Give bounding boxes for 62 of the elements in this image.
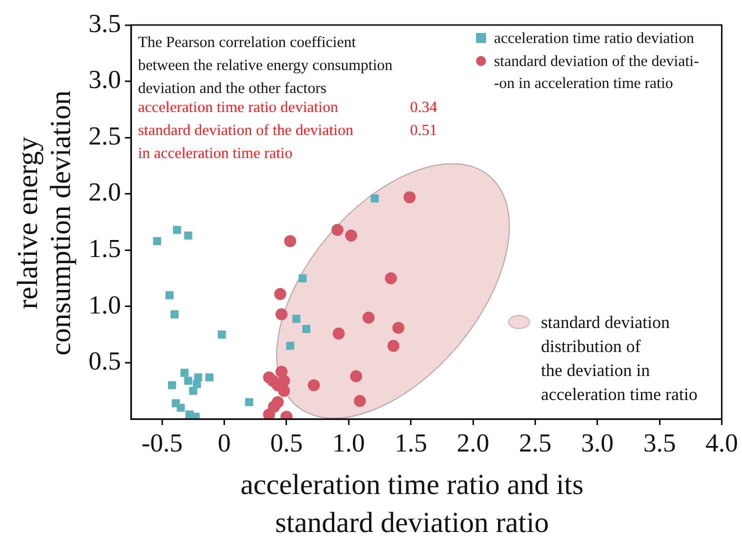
point [354,394,366,407]
y-tick-label: 1.5 [88,234,121,263]
y-tick-label: 0.5 [88,346,121,376]
point [370,194,379,202]
point [345,230,358,242]
point [205,373,214,382]
point [263,408,276,419]
annotation: The Pearson correlation coefficient between the relative energy consumption deviation and the other factors [138,33,393,99]
annotation: 0.34 [410,98,438,118]
annotation: 0.51 [410,121,438,141]
point [275,308,288,320]
x-tick-label: 0 [218,428,231,458]
y-tick-label: 3.0 [88,65,121,94]
point [278,384,290,397]
point [153,237,162,246]
x-tick-label: 3.5 [643,428,676,458]
point [274,288,286,300]
point [384,272,397,284]
point [332,327,345,340]
y-tick-label: 2.0 [88,178,121,207]
point [404,191,416,204]
point [350,370,362,382]
x-tick-label: 2.0 [456,428,490,458]
point [392,322,404,334]
y-axis-title: relative energy consumption deviation [12,90,78,358]
point [362,312,375,324]
y-tick-label: 1.0 [88,290,121,320]
point [284,235,296,248]
annotation: standard deviation of the deviation in acceleration time ratio [138,121,354,164]
annotation: acceleration time ratio deviation [138,98,338,118]
point [192,380,201,388]
point [166,291,174,300]
point [245,398,254,406]
point [184,231,192,240]
point [218,330,226,339]
point [168,381,176,390]
y-tick-label: 3.5 [88,8,121,38]
point [286,342,294,350]
point [180,368,189,377]
x-tick-label: 2.5 [518,428,552,458]
point [170,310,179,318]
legend-label: acceleration time ratio deviation [494,29,694,49]
x-tick-label: 0.5 [270,428,303,458]
x-tick-label: 4.0 [706,428,738,458]
legend-label: standard deviation of the deviati- -on in acceleration time ratio [494,52,699,94]
point [189,386,198,395]
x-tick-label: 1.5 [394,428,428,458]
point [172,226,182,234]
y-tick-label: 2.5 [88,121,121,150]
point [298,274,307,282]
annotation: standard deviation distribution of the deviation in acceleration time ratio [541,311,698,406]
x-tick-label: 1.0 [332,428,365,458]
point [331,224,344,236]
point [176,404,185,412]
x-tick-label: 3.0 [581,428,614,458]
point [184,376,192,385]
point [308,379,320,392]
x-axis-title: acceleration time ratio and its standard deviation ratio [239,468,584,538]
point [302,324,310,333]
point [292,314,300,323]
x-tick-label: -0.5 [142,428,183,458]
point [387,340,400,352]
